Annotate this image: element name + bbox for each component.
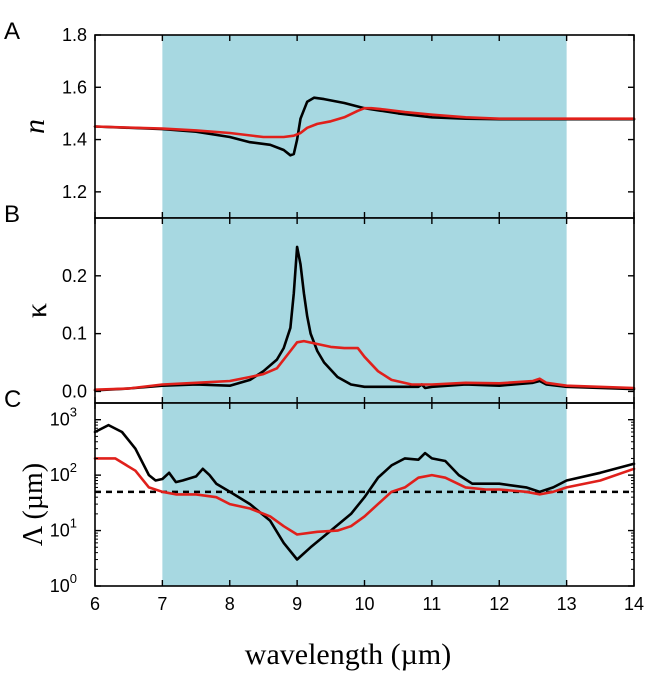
x-tick-label: 6 bbox=[90, 594, 100, 614]
x-tick-label: 7 bbox=[157, 594, 167, 614]
y-tick-label: 0.1 bbox=[62, 324, 87, 344]
y-tick-exponent: 3 bbox=[70, 405, 77, 420]
y-axis-title: κ bbox=[20, 303, 53, 318]
y-axis-title: n bbox=[18, 119, 51, 134]
y-tick-label: 100 bbox=[50, 571, 77, 596]
series-line-red bbox=[93, 339, 636, 392]
shaded-band bbox=[162, 35, 567, 218]
series-line-red bbox=[93, 106, 636, 139]
y-tick-label: 1.2 bbox=[62, 182, 87, 202]
x-tick-label: 10 bbox=[354, 594, 374, 614]
y-tick-exponent: 1 bbox=[70, 516, 77, 531]
panel-A: 1.2 1.4 1.6 1.8 An bbox=[4, 18, 636, 219]
y-tick-exponent: 0 bbox=[70, 571, 77, 586]
shaded-band bbox=[162, 403, 567, 586]
x-tick-label: 8 bbox=[225, 594, 235, 614]
panel-letter: A bbox=[4, 18, 20, 45]
y-tick-label: 0.2 bbox=[62, 266, 87, 286]
panels: 1.21.41.61.8An0.00.10.2Bκ100101102103CΛ … bbox=[4, 18, 636, 596]
y-tick-label: 101 bbox=[50, 516, 77, 541]
y-tick-label: 102 bbox=[50, 460, 77, 485]
x-tick-label: 14 bbox=[624, 594, 644, 614]
x-tick-label: 13 bbox=[557, 594, 577, 614]
panel-letter: C bbox=[4, 386, 21, 413]
y-tick-label: 0.0 bbox=[62, 381, 87, 401]
y-tick-label: 1.4 bbox=[62, 130, 87, 150]
y-tick-label: 1.6 bbox=[62, 77, 87, 97]
x-tick-label: 11 bbox=[423, 594, 442, 614]
y-tick-label: 1.8 bbox=[62, 25, 87, 45]
x-axis-title: wavelength (µm) bbox=[245, 638, 451, 671]
y-axis-title: Λ (µm) bbox=[18, 463, 49, 546]
y-tick-exponent: 2 bbox=[70, 460, 77, 475]
shaded-band bbox=[162, 218, 567, 403]
series-line-black bbox=[93, 423, 636, 561]
x-tick-label: 9 bbox=[292, 594, 302, 614]
panel-B: 0.0 0.1 0.2 Bκ bbox=[4, 201, 636, 404]
series-line-black bbox=[93, 96, 636, 157]
y-tick-label: 103 bbox=[50, 405, 77, 430]
x-tick-label: 12 bbox=[489, 594, 509, 614]
panel-letter: B bbox=[4, 201, 20, 228]
x-axis-ticks: 6 7 8 9 10 11 12 13 14 bbox=[90, 594, 644, 614]
series-line-red bbox=[93, 457, 636, 536]
